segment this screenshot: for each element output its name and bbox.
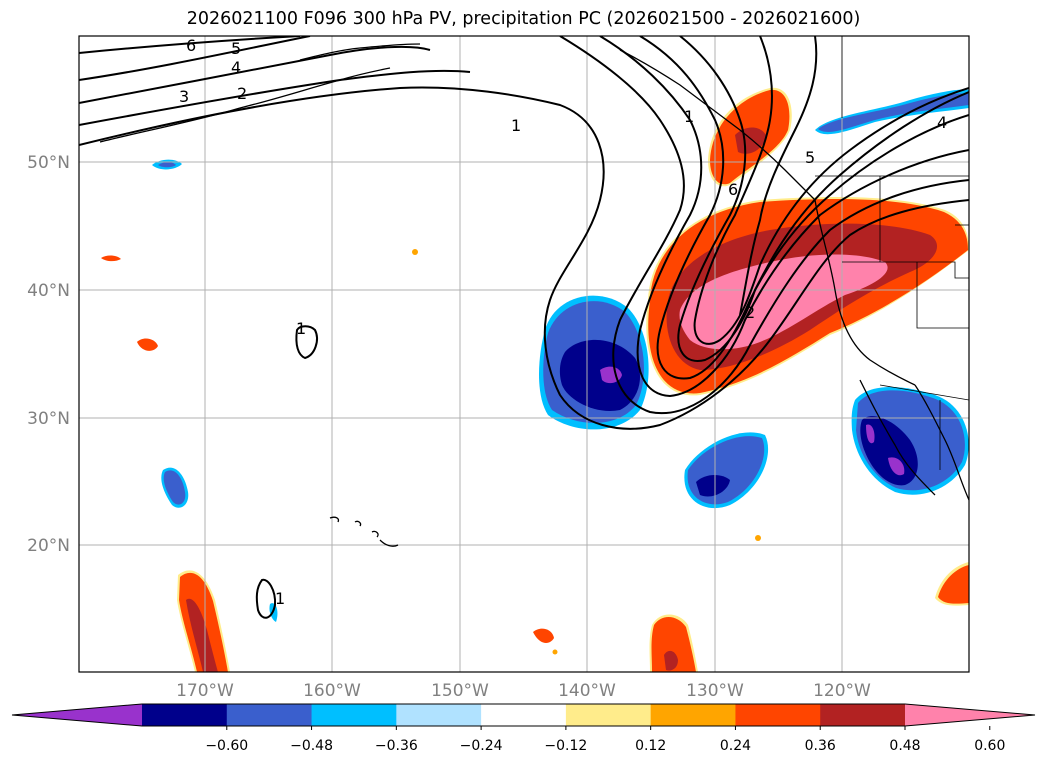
lon-label: 170°W	[176, 681, 234, 701]
lon-label: 150°W	[431, 681, 489, 701]
negative-precip-anomaly-baja	[851, 386, 969, 495]
contour-label: 6	[186, 36, 196, 55]
lon-label: 160°W	[303, 681, 361, 701]
lon-label: 130°W	[686, 681, 744, 701]
lat-label: 50°N	[27, 153, 70, 173]
lat-label: 40°N	[27, 281, 70, 301]
negative-precip-anomaly-other	[152, 89, 969, 622]
pv-contours	[79, 36, 969, 619]
longitude-labels: 170°W 160°W 150°W 140°W 130°W 120°W	[176, 681, 871, 701]
lat-label: 30°N	[27, 409, 70, 429]
colorbar-tick-label: 0.24	[720, 738, 751, 754]
colorbar-tick-label: −0.24	[460, 738, 503, 754]
gridlines	[79, 36, 969, 672]
colorbar: −0.60 −0.48 −0.36 −0.24 −0.12 0.12 0.24 0.36 0.4…	[11, 703, 1036, 754]
positive-precip-anomaly-other	[101, 249, 969, 672]
negative-precip-anomaly-west	[539, 295, 649, 430]
contour-label: 1	[684, 107, 694, 126]
contour-label: 1	[296, 319, 306, 338]
contour-label: 6	[728, 180, 738, 199]
negative-precip-anomaly-south	[684, 432, 769, 509]
colorbar-tick-label: −0.60	[205, 738, 248, 754]
colorbar-swatch	[820, 704, 906, 726]
contour-label: 4	[231, 58, 241, 77]
lon-label: 140°W	[558, 681, 616, 701]
map-title: 2026021100 F096 300 hPa PV, precipitatio…	[186, 9, 861, 29]
colorbar-swatch	[396, 704, 482, 726]
colorbar-tick-label: −0.12	[544, 738, 587, 754]
coastlines	[99, 43, 969, 547]
contour-label: 5	[231, 39, 241, 58]
colorbar-tick-label: −0.36	[375, 738, 418, 754]
colorbar-swatch	[226, 704, 313, 726]
colorbar-swatch	[142, 704, 228, 726]
colorbar-tick-label: 0.12	[635, 738, 666, 754]
contour-label: 2	[745, 303, 755, 322]
colorbar-swatch	[565, 704, 652, 726]
colorbar-swatch	[735, 704, 821, 726]
map-area: 6 5 4 3 2 1 1 1 2 5 6 4 1	[79, 36, 969, 672]
colorbar-tick-label: 0.60	[974, 738, 1005, 754]
contour-label: 2	[237, 84, 247, 103]
colorbar-tick-label: −0.48	[290, 738, 333, 754]
latitude-labels: 50°N 40°N 30°N 20°N	[27, 153, 70, 556]
colorbar-swatch	[311, 704, 397, 726]
contour-label: 4	[937, 113, 947, 132]
contour-label: 5	[805, 148, 815, 167]
contour-label: 3	[179, 87, 189, 106]
colorbar-extend-high	[905, 704, 1035, 726]
lon-label: 120°W	[813, 681, 871, 701]
colorbar-swatch	[481, 704, 567, 726]
colorbar-tick-label: 0.48	[889, 738, 920, 754]
contour-label: 1	[275, 589, 285, 608]
lat-label: 20°N	[27, 536, 70, 556]
colorbar-extend-low	[12, 704, 142, 726]
map-frame	[78, 35, 970, 673]
colorbar-outline	[11, 703, 1036, 727]
colorbar-swatch	[650, 704, 736, 726]
contour-labels: 6 5 4 3 2 1 1 1 2 5 6 4 1	[179, 36, 947, 608]
colorbar-tick-label: 0.36	[805, 738, 836, 754]
contour-label: 1	[511, 116, 521, 135]
